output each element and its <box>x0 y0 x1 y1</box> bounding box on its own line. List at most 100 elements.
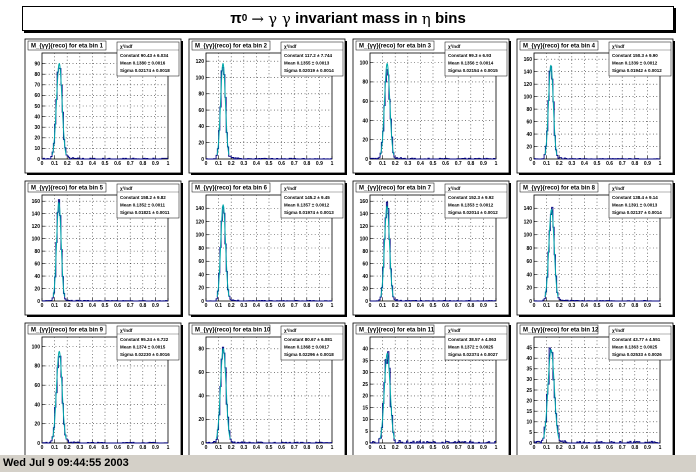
stats-entry: Sigma 0.02014 ± 0.0012 <box>448 210 498 215</box>
y-tick-label: 40 <box>362 274 368 280</box>
y-tick-label: 0 <box>365 441 368 447</box>
x-tick-label: 0.6 <box>114 445 121 451</box>
x-tick-label: 0.4 <box>253 445 260 451</box>
x-tick-label: 0.7 <box>127 303 134 309</box>
y-tick-label: 30 <box>526 377 532 383</box>
x-tick-label: 0.3 <box>404 445 411 451</box>
stats-entry: Mean 0.1356 ± 0.0014 <box>448 61 494 66</box>
x-tick-label: 0.9 <box>316 303 323 309</box>
y-tick-label: 120 <box>360 224 369 230</box>
x-tick-label: 0.9 <box>152 161 159 167</box>
stats-box <box>444 325 508 361</box>
pad-title-box <box>27 182 107 193</box>
y-tick-label: 90 <box>34 61 40 67</box>
x-tick-label: 0.8 <box>139 161 146 167</box>
histogram-pad-2: 0 20 40 60 80 100 120 0 0.1 0.2 0.3 0.4 0.5 0.6 0.7 0.8… <box>188 38 347 175</box>
histogram-pad-11: 0 5 10 15 20 25 30 35 40 0 0.1 0.2 0.3 0.4 0.5 0.6 0.7 0.… <box>352 322 511 455</box>
stats-entry: Mean 0.1353 ± 0.0012 <box>448 203 494 208</box>
fit-curve <box>52 201 66 297</box>
y-tick-label: 160 <box>524 57 533 63</box>
x-tick-label: 0.5 <box>430 445 437 451</box>
y-tick-label: 100 <box>32 344 41 350</box>
x-tick-label: 0.6 <box>114 303 121 309</box>
x-tick-label: 1 <box>331 445 334 451</box>
histogram-pad-9: 0 20 40 60 80 100 0 0.1 0.2 0.3 0.4 0.5 0.6 0.7 0.8 0.9… <box>24 322 183 455</box>
x-tick-label: 0 <box>41 161 44 167</box>
pad-title: M_{γγ}(reco) for eta bin 1 <box>31 44 104 50</box>
x-tick-label: 0.3 <box>76 303 83 309</box>
y-tick-label: 100 <box>360 60 369 66</box>
stats-box <box>116 325 180 361</box>
x-tick-label: 0.1 <box>51 303 58 309</box>
x-tick-label: 0.7 <box>619 303 626 309</box>
x-tick-label: 0.7 <box>291 303 298 309</box>
y-tick-label: 100 <box>32 236 41 242</box>
y-tick-label: 30 <box>362 370 368 376</box>
x-tick-label: 1 <box>331 161 334 167</box>
x-tick-label: 0.9 <box>480 445 487 451</box>
y-tick-label: 20 <box>198 286 204 292</box>
histogram-pad-5: 0 20 40 60 80 100 120 140 160 0 0.1 0.2 0.3 0.4 0.5 0.6… <box>24 180 183 317</box>
y-tick-label: 160 <box>32 199 41 205</box>
x-tick-label: 1 <box>495 161 498 167</box>
histogram-line <box>370 351 496 444</box>
title-gammas: γ γ <box>268 9 291 28</box>
histogram-pad-10: 0 20 40 60 80 0 0.1 0.2 0.3 0.4 0.5 0.6 0.7 0.8 0.9 1 M_… <box>188 322 347 455</box>
y-tick-label: 60 <box>362 99 368 105</box>
y-tick-label: 30 <box>34 125 40 131</box>
x-tick-label: 0.2 <box>556 303 563 309</box>
y-tick-label: 50 <box>34 104 40 110</box>
histogram-pad-8: 0 20 40 60 80 100 120 140 0 0.1 0.2 0.3 0.4 0.5 0.6 0.7… <box>516 180 675 317</box>
y-tick-label: 60 <box>362 261 368 267</box>
stats-box <box>608 183 672 219</box>
stats-entry: Mean 0.1380 ± 0.0016 <box>120 61 166 66</box>
y-tick-label: 20 <box>198 140 204 146</box>
x-tick-label: 0.4 <box>89 303 96 309</box>
x-tick-label: 0.4 <box>417 445 424 451</box>
x-tick-label: 0.5 <box>594 445 601 451</box>
x-tick-label: 0.9 <box>316 161 323 167</box>
y-tick-label: 140 <box>196 206 205 212</box>
pad-title-box <box>355 324 435 335</box>
x-tick-label: 0.2 <box>556 445 563 451</box>
pad-title-box <box>191 324 271 335</box>
x-tick-label: 0.6 <box>442 161 449 167</box>
x-tick-label: 0.5 <box>430 303 437 309</box>
y-tick-label: 140 <box>524 206 533 212</box>
x-tick-label: 0.2 <box>392 445 399 451</box>
y-tick-label: 0 <box>37 299 40 305</box>
stats-entry: Constant 90.43 ± 6.034 <box>120 53 169 58</box>
x-tick-label: 0.8 <box>467 161 474 167</box>
x-tick-label: 1 <box>167 445 170 451</box>
stats-entry: Sigma 0.02154 ± 0.0015 <box>448 68 498 73</box>
x-tick-label: 0.8 <box>303 303 310 309</box>
stats-box <box>116 41 180 77</box>
x-tick-label: 0 <box>533 303 536 309</box>
pad-title-box <box>191 182 271 193</box>
x-tick-label: 0.3 <box>76 445 83 451</box>
stats-entry: Mean 0.1363 ± 0.0025 <box>612 345 658 350</box>
stats-entry: Mean 0.1339 ± 0.0012 <box>612 61 658 66</box>
x-tick-label: 0.3 <box>404 303 411 309</box>
stats-entry: Constant 95.24 ± 6.722 <box>120 337 169 342</box>
x-tick-label: 0.3 <box>240 161 247 167</box>
x-tick-label: 0.9 <box>644 445 651 451</box>
x-tick-label: 0.4 <box>581 445 588 451</box>
y-tick-label: 10 <box>362 417 368 423</box>
y-tick-label: 100 <box>196 233 205 239</box>
stats-entry: Mean 0.1355 ± 0.0013 <box>284 61 330 66</box>
y-tick-label: 20 <box>362 394 368 400</box>
x-tick-label: 0.2 <box>556 161 563 167</box>
y-tick-label: 80 <box>198 246 204 252</box>
title-arrow: → <box>251 9 264 28</box>
x-tick-label: 0.8 <box>303 161 310 167</box>
stats-entry: Sigma 0.02374 ± 0.0027 <box>448 352 498 357</box>
fit-curve <box>380 62 395 155</box>
stats-entry: Sigma 0.02533 ± 0.0026 <box>612 352 662 357</box>
pad-title: M_{γγ}(reco) for eta bin 12 <box>523 328 599 334</box>
x-tick-label: 0.8 <box>139 303 146 309</box>
x-tick-label: 0.4 <box>89 161 96 167</box>
x-tick-label: 1 <box>495 445 498 451</box>
x-tick-label: 0.5 <box>102 303 109 309</box>
